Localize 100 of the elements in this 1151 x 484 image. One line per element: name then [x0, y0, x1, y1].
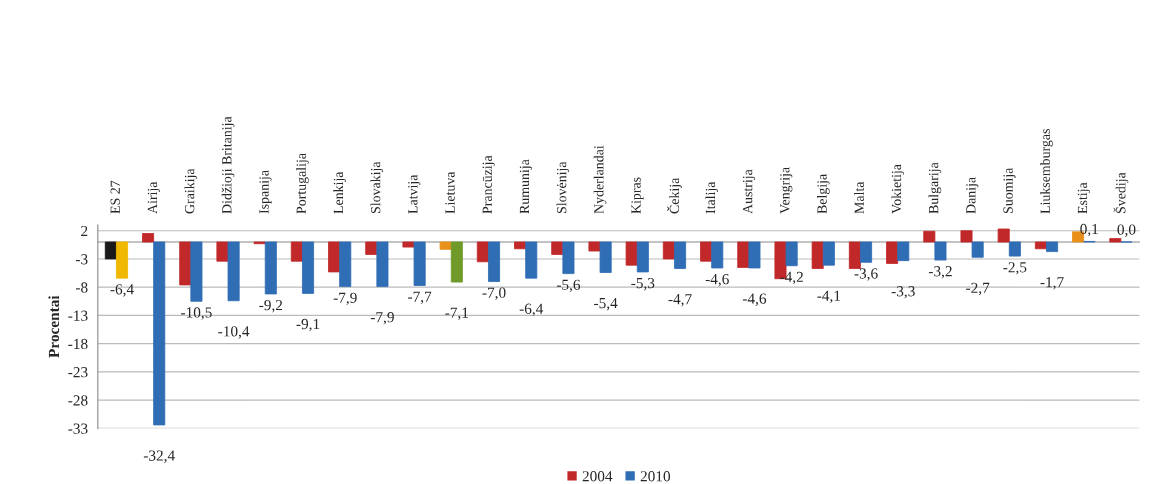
data-label: -3,2 [928, 266, 952, 279]
bar [153, 241, 166, 426]
data-label: -1,7 [1040, 277, 1064, 290]
bar [822, 241, 835, 266]
data-label: -5,3 [631, 277, 655, 291]
bar [785, 241, 798, 267]
data-label: -9,1 [296, 318, 320, 332]
bar [551, 241, 564, 255]
bar [737, 241, 750, 268]
x-tick-label: Danija [966, 177, 979, 214]
bar [116, 241, 129, 279]
bar [1046, 241, 1059, 253]
bar [923, 230, 936, 243]
bar [848, 241, 861, 269]
bar [402, 241, 415, 248]
data-label: -2,7 [966, 282, 990, 296]
bar [142, 233, 155, 243]
bar [636, 241, 649, 273]
bar [1008, 241, 1021, 257]
y-tick-label: -23 [68, 367, 88, 378]
bar [860, 241, 873, 263]
bar [674, 241, 687, 269]
x-tick-label: Airija [147, 181, 160, 214]
y-tick-label: -8 [75, 282, 88, 293]
x-tick-label: Belgija [816, 174, 830, 214]
legend-label: 2004 [582, 471, 613, 482]
bar [625, 241, 638, 266]
data-label: -3,6 [854, 268, 878, 281]
legend-label: 2010 [640, 471, 671, 482]
x-tick-label: Malta [854, 181, 864, 214]
data-label: -10,5 [181, 307, 212, 320]
bar [264, 241, 277, 295]
x-tick-label: Suomija [1003, 167, 1016, 214]
bar [514, 241, 527, 250]
bar [376, 241, 389, 288]
data-label: -7,9 [333, 292, 357, 306]
bar [365, 241, 378, 255]
bar [711, 241, 724, 269]
bar [1034, 241, 1047, 250]
x-tick-label: Lietuva [445, 171, 455, 214]
bar [413, 241, 426, 286]
x-tick-label: Vengrija [780, 167, 793, 214]
data-label: -5,6 [556, 279, 581, 293]
data-label: -4,7 [668, 294, 692, 307]
x-tick-label: Italija [705, 181, 718, 214]
data-label: -7,0 [482, 287, 506, 301]
bar [588, 241, 601, 252]
x-tick-label: Bulgarija [928, 162, 942, 214]
bar [811, 241, 824, 269]
data-label: -4,6 [705, 274, 729, 287]
data-label: -4,1 [817, 290, 841, 304]
data-label: 0,1 [1080, 223, 1098, 237]
data-label: -5,4 [594, 298, 618, 311]
y-axis-title: Procentai [48, 295, 60, 358]
bar [450, 241, 463, 283]
bar [934, 241, 947, 261]
x-tick-label: Čekija [667, 177, 682, 214]
x-tick-label: Nyderlandai [593, 145, 607, 214]
bar [960, 230, 973, 243]
x-tick-label: Švedija [1113, 172, 1129, 214]
x-tick-label: Graikija [184, 168, 198, 214]
data-label: -9,2 [259, 299, 283, 313]
x-tick-label: Liuksemburgas [1040, 129, 1053, 214]
bar [488, 241, 501, 282]
y-tick-label: -28 [68, 395, 88, 406]
data-label: -4,6 [742, 293, 767, 306]
y-tick-label: -3 [75, 254, 88, 265]
bar [227, 241, 240, 302]
data-label: -7,7 [408, 291, 432, 304]
x-tick-label: Slovėnija [556, 161, 570, 214]
bar [104, 241, 117, 260]
bar [997, 228, 1010, 243]
bar [599, 241, 612, 273]
bar [886, 241, 899, 264]
bar [748, 241, 761, 269]
x-tick-label: Latvija [408, 174, 421, 214]
data-label: -6,4 [519, 303, 544, 317]
y-tick-label: -13 [68, 310, 88, 321]
bar [328, 241, 341, 273]
x-tick-label: Ispanija [259, 170, 272, 214]
bar [971, 241, 984, 258]
y-tick-label: -18 [68, 338, 88, 350]
bar [662, 241, 675, 260]
x-tick-label: Kipras [631, 177, 644, 214]
data-label: -2,5 [1003, 262, 1027, 275]
data-label: -4,2 [780, 271, 803, 285]
bar [339, 241, 352, 288]
bar [302, 241, 315, 294]
data-label: -7,1 [445, 307, 469, 321]
x-tick-label: Didžioji Britanija [221, 116, 235, 214]
bar [525, 241, 538, 279]
bar [190, 241, 203, 302]
data-label: -6,4 [110, 284, 134, 297]
bar [179, 241, 192, 286]
data-label: -10,4 [218, 326, 250, 339]
bar [700, 241, 713, 262]
x-tick-label: Estija [1077, 182, 1090, 214]
y-tick-label: -33 [68, 423, 88, 434]
y-tick-label: 2 [81, 225, 88, 237]
x-tick-label: Austrija [743, 169, 756, 214]
